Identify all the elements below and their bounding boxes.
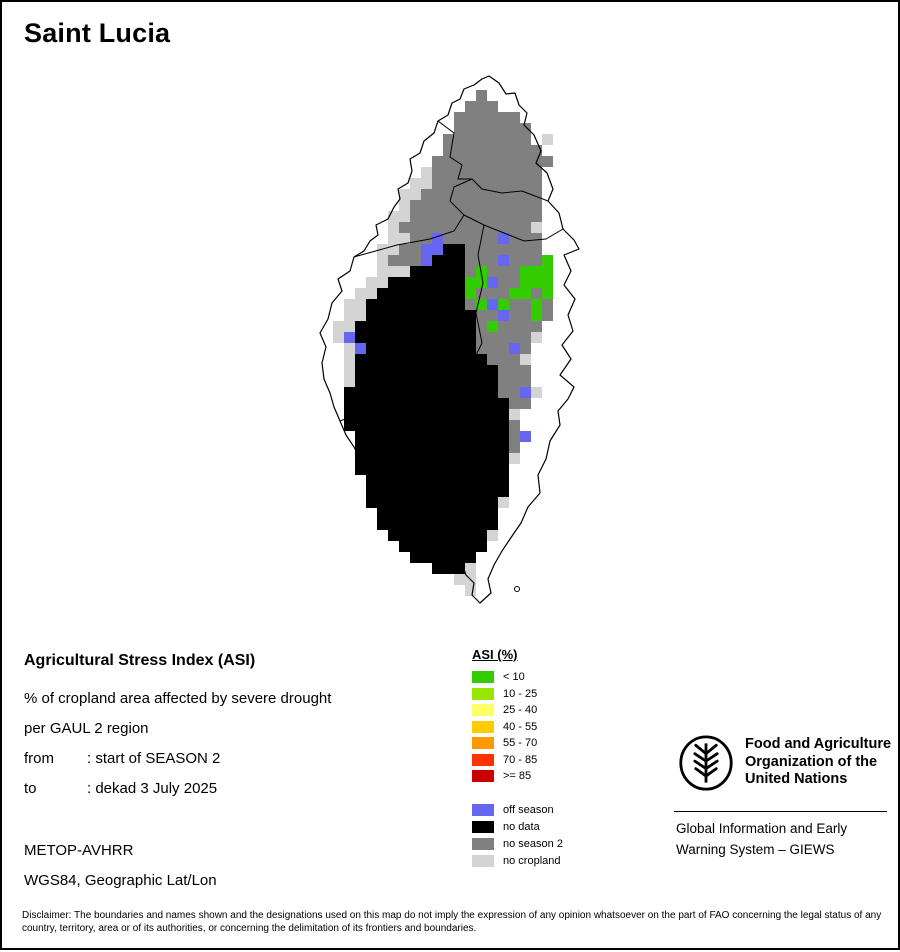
legend-label: 40 - 55 [503, 720, 538, 733]
legend-label: >= 85 [503, 770, 532, 783]
legend-swatch [472, 687, 494, 700]
legend-label: no cropland [503, 854, 561, 867]
legend-item: 10 - 25 [472, 686, 647, 703]
legend-item: >= 85 [472, 768, 647, 785]
from-label: from [24, 750, 54, 767]
giews-line: Warning System – GIEWS [676, 841, 835, 857]
asi-from-line: from : start of SEASON 2 [24, 750, 220, 767]
asi-heading: Agricultural Stress Index (ASI) [24, 652, 256, 669]
legend-label: < 10 [503, 671, 525, 684]
map-islet [514, 586, 520, 592]
legend-item: off season [472, 801, 647, 818]
giews-line: Global Information and Early [676, 821, 848, 836]
to-label: to [24, 780, 37, 797]
legend-swatch [472, 854, 494, 867]
asi-region-line: per GAUL 2 region [24, 720, 149, 737]
legend-swatch [472, 720, 494, 733]
page-title: Saint Lucia [24, 18, 171, 48]
legend-item: no season 2 [472, 835, 647, 852]
giews-block: Global Information and Early Warning Sys… [676, 819, 847, 860]
projection-line: WGS84, Geographic Lat/Lon [24, 872, 217, 889]
fao-logo-icon [679, 735, 733, 791]
legend-swatch [472, 803, 494, 816]
asi-subtitle: % of cropland area affected by severe dr… [24, 690, 332, 707]
fao-block: Food and Agriculture Organization of the… [678, 734, 891, 792]
legend-label: no data [503, 820, 540, 833]
map-raster [333, 90, 553, 596]
legend-swatch [472, 671, 494, 684]
legend-item: no data [472, 818, 647, 835]
legend-label: off season [503, 803, 554, 816]
fao-divider [674, 811, 887, 812]
map-coastline [319, 75, 580, 604]
legend-swatch [472, 704, 494, 717]
legend-swatch [472, 770, 494, 783]
legend-swatch [472, 837, 494, 850]
asi-legend-items: < 10 10 - 25 25 - 40 40 - 55 55 - 70 70 - 85 >… [472, 669, 647, 785]
legend-label: 25 - 40 [503, 704, 538, 717]
other-legend-items: off season no data no season 2 no cropland [472, 801, 647, 869]
legend-swatch [472, 753, 494, 766]
legend-item: 70 - 85 [472, 752, 647, 769]
fao-name-line: Organization of the [745, 753, 878, 770]
disclaimer-text: Disclaimer: The boundaries and names sho… [22, 910, 882, 934]
fao-name: Food and Agriculture Organization of the… [745, 734, 891, 789]
legend-item: 55 - 70 [472, 735, 647, 752]
legend-label: no season 2 [503, 837, 563, 850]
legend-item: < 10 [472, 669, 647, 686]
sensor-line: METOP-AVHRR [24, 842, 134, 859]
fao-name-line: United Nations [745, 771, 848, 787]
fao-name-line: Food and Agriculture [745, 736, 892, 752]
map-boundaries [339, 120, 564, 422]
legend-label: 10 - 25 [503, 687, 538, 700]
legend-swatch [472, 820, 494, 833]
legend-swatch [472, 737, 494, 750]
legend-label: 55 - 70 [503, 737, 538, 750]
legend-item: 25 - 40 [472, 702, 647, 719]
to-value: : dekad 3 July 2025 [87, 780, 218, 797]
legend-heading: ASI (%) [472, 647, 518, 662]
legend-item: 40 - 55 [472, 719, 647, 736]
asi-to-line: to : dekad 3 July 2025 [24, 780, 217, 797]
legend-label: 70 - 85 [503, 753, 538, 766]
from-value: : start of SEASON 2 [87, 750, 221, 767]
legend-item: no cropland [472, 852, 647, 869]
